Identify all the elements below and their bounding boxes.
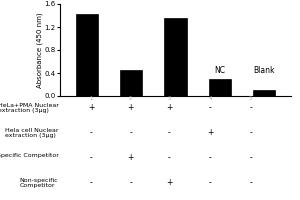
Text: 5: 5 [249, 96, 252, 101]
Text: Specific Competitor: Specific Competitor [0, 153, 58, 158]
Text: +: + [88, 103, 95, 112]
Text: -: - [129, 178, 132, 187]
Bar [253, 90, 275, 96]
Text: HeLa+PMA Nuclear
extraction (3μg): HeLa+PMA Nuclear extraction (3μg) [0, 103, 58, 113]
Text: 3: 3 [168, 96, 171, 101]
Bar [120, 70, 142, 96]
Text: -: - [90, 178, 93, 187]
Text: +: + [127, 103, 134, 112]
Text: 1: 1 [90, 96, 93, 101]
Text: +: + [166, 178, 173, 187]
Text: -: - [208, 103, 211, 112]
Text: -: - [249, 178, 252, 187]
Text: -: - [208, 178, 211, 187]
Text: -: - [168, 153, 171, 162]
Text: -: - [208, 153, 211, 162]
Bar [164, 18, 187, 96]
Bar [209, 79, 231, 96]
Text: -: - [249, 103, 252, 112]
Bar [76, 14, 98, 96]
Text: 2: 2 [129, 96, 132, 101]
Text: NC: NC [214, 66, 225, 75]
Text: Blank: Blank [254, 66, 275, 75]
Text: -: - [129, 128, 132, 137]
Text: -: - [249, 153, 252, 162]
Text: Hela cell Nuclear
extraction (3μg): Hela cell Nuclear extraction (3μg) [5, 128, 58, 138]
Text: 4: 4 [208, 96, 212, 101]
Text: Non-specific
Competitor: Non-specific Competitor [20, 178, 58, 188]
Text: +: + [166, 103, 173, 112]
Y-axis label: Absorbance (450 nm): Absorbance (450 nm) [37, 12, 43, 88]
Text: -: - [90, 128, 93, 137]
Text: +: + [207, 128, 213, 137]
Text: -: - [249, 128, 252, 137]
Text: -: - [168, 128, 171, 137]
Text: +: + [127, 153, 134, 162]
Text: -: - [90, 153, 93, 162]
